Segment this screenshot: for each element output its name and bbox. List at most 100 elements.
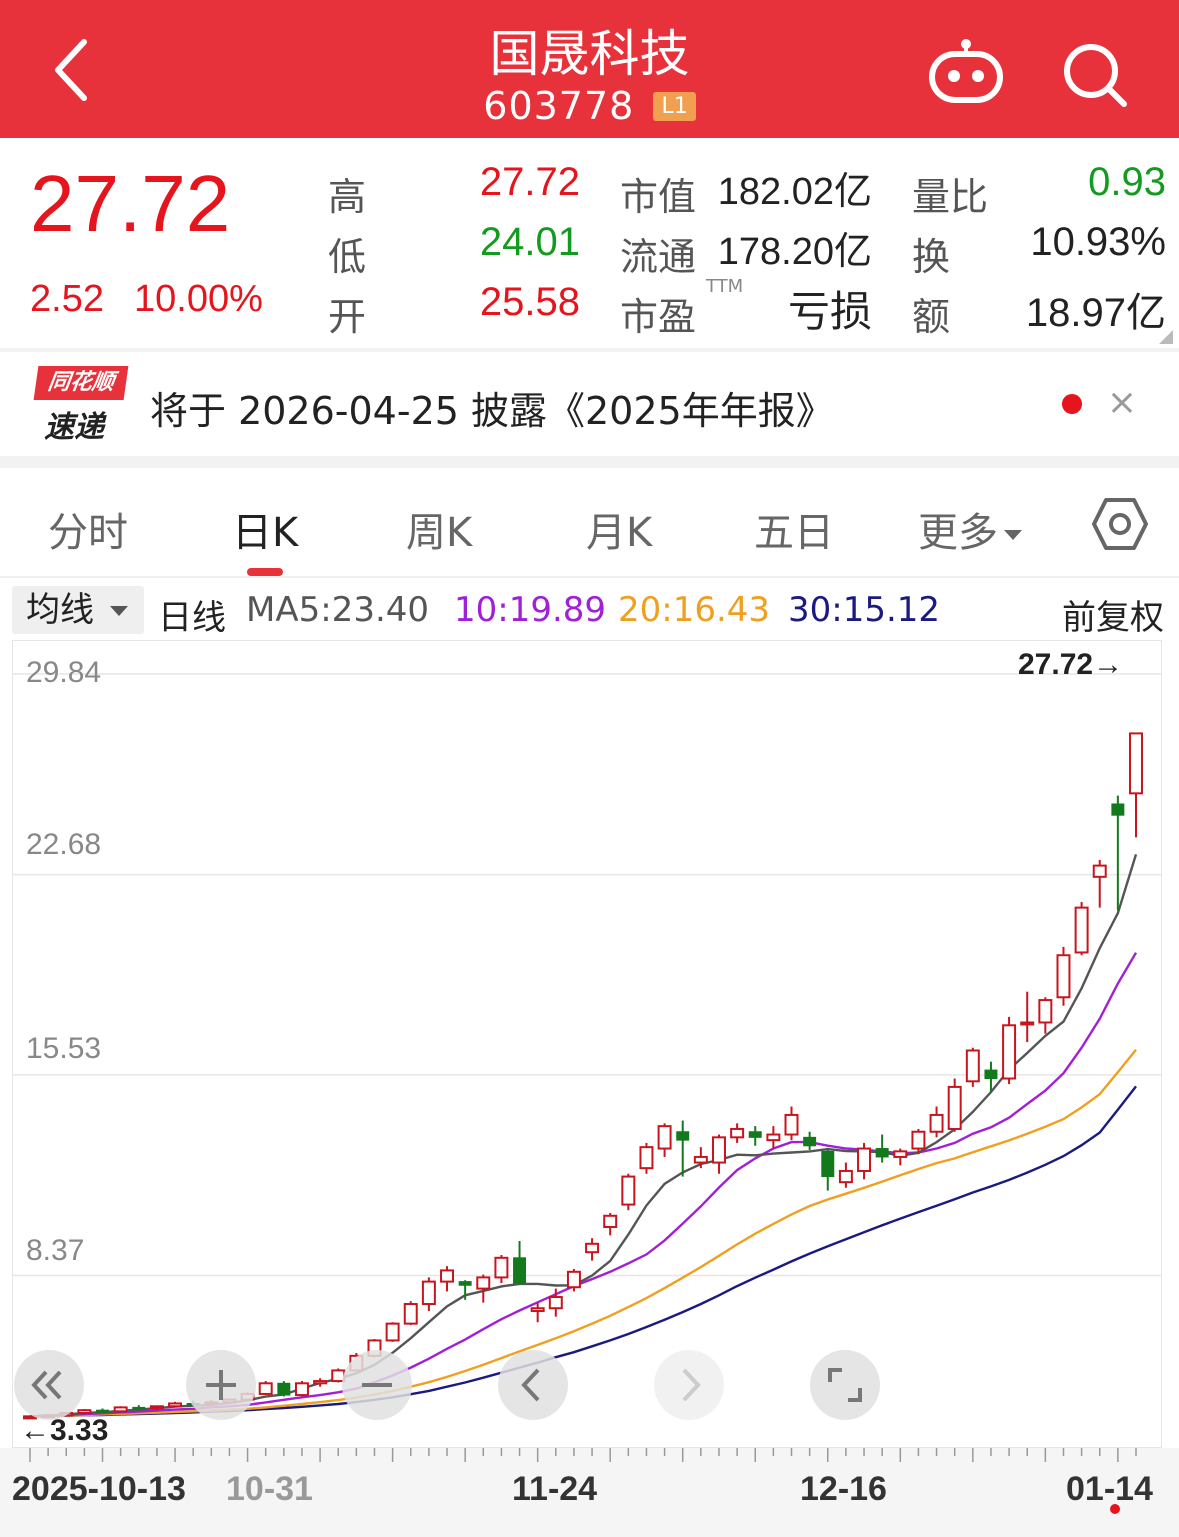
candle-body-down <box>96 1409 110 1413</box>
candle-body-up <box>77 1409 92 1414</box>
candle-body-down <box>875 1148 889 1158</box>
open-value: 25.58 <box>479 280 580 324</box>
zoom-out-button[interactable] <box>342 1350 412 1420</box>
candle-body-down <box>513 1257 527 1284</box>
candle-body-down <box>1111 803 1125 816</box>
divider <box>0 456 1179 468</box>
candle-body-up <box>585 1242 600 1254</box>
zoom-in-icon <box>206 1370 236 1400</box>
fullscreen-icon <box>828 1368 862 1402</box>
indicator-select[interactable]: 均线 <box>12 586 144 634</box>
candle-body-up <box>947 1085 962 1130</box>
candle-body-up <box>313 1380 328 1385</box>
candle-body-down <box>277 1382 291 1396</box>
settings-hexagon-icon[interactable] <box>1092 496 1148 552</box>
header-bar: 国晟科技 603778 L1 <box>0 0 1179 138</box>
unread-dot <box>1062 394 1082 414</box>
candle-body-up <box>1092 864 1107 878</box>
low-value: 24.01 <box>479 220 580 264</box>
dropdown-arrow-icon <box>110 606 128 616</box>
expand-corner-icon[interactable] <box>1159 330 1173 344</box>
close-icon[interactable]: × <box>1106 382 1138 423</box>
next-icon <box>682 1368 701 1402</box>
notice-banner[interactable]: 同花顺 速递 将于 2026-04-25 披露《2025年年报》 <box>0 352 1179 456</box>
candle-body-down <box>821 1150 835 1178</box>
candle-body-down <box>803 1136 817 1147</box>
candle-body-up <box>258 1382 273 1395</box>
tab-more-label: 更多 <box>918 510 998 556</box>
candle-body-up <box>730 1127 745 1139</box>
candle-body-up <box>113 1406 128 1413</box>
candle-body-down <box>676 1131 690 1141</box>
last-price-marker: 27.72→ <box>1018 648 1124 681</box>
tab-five-day[interactable]: 五日 <box>754 510 834 556</box>
stock-code-row: 603778 L1 <box>0 84 1179 128</box>
candle-body-up <box>476 1276 491 1290</box>
candle-body-down <box>748 1131 762 1138</box>
tab-intraday[interactable]: 分时 <box>48 510 128 556</box>
ma10-legend: 10:19.89 <box>454 590 607 630</box>
next-button[interactable] <box>654 1350 724 1420</box>
active-tab-indicator <box>247 568 283 576</box>
candle-body-up <box>1002 1024 1017 1080</box>
turnover-label: 换 <box>912 235 951 279</box>
tab-daily-k[interactable]: 日K <box>232 510 299 556</box>
last-price: 27.72 <box>30 159 231 248</box>
quote-panel: 27.72 2.52 10.00% 高 低 开 27.72 24.01 25.5… <box>0 138 1179 350</box>
ma5-legend: MA5:23.40 <box>246 590 430 630</box>
float-label: 流通 <box>620 235 697 279</box>
divider <box>0 348 1179 352</box>
min-price-marker: ←3.33 <box>20 1414 109 1447</box>
tab-monthly-k[interactable]: 月K <box>586 510 653 556</box>
candle-body-up <box>1129 732 1143 795</box>
ma20-legend: 20:16.43 <box>618 590 771 630</box>
candle-body-up <box>530 1307 545 1313</box>
previous-button[interactable] <box>498 1350 568 1420</box>
candle-body-up <box>857 1147 872 1172</box>
tab-more[interactable]: 更多 <box>918 500 1022 558</box>
candle-body-up <box>911 1130 926 1150</box>
candle-body-up <box>712 1136 726 1164</box>
amount-label: 额 <box>912 295 951 339</box>
candle-body-up <box>838 1169 853 1184</box>
high-value: 27.72 <box>479 160 580 204</box>
candle-body-down <box>132 1406 146 1410</box>
candle-body-up <box>603 1214 618 1228</box>
pe-ttm-superscript: TTM <box>706 276 744 297</box>
candlestick-chart[interactable] <box>12 640 1162 1448</box>
robot-assistant-icon[interactable] <box>928 38 1004 104</box>
price-change-pct: 10.00% <box>134 278 263 320</box>
price-change: 2.52 <box>30 278 104 320</box>
volratio-label: 量比 <box>912 175 989 219</box>
candle-body-up <box>1038 999 1053 1024</box>
y-tick-label: 8.37 <box>26 1234 85 1267</box>
x-axis-ticks <box>29 1448 1137 1462</box>
chart-frame <box>12 640 1162 1448</box>
candle-body-up <box>639 1146 654 1170</box>
candle-body-down <box>458 1281 472 1286</box>
candle-body-up <box>784 1113 799 1136</box>
candle-body-up <box>1020 1021 1035 1026</box>
pe-label: 市盈 <box>620 295 697 339</box>
candle-body-up <box>929 1113 944 1133</box>
stock-name: 国晟科技 <box>489 25 690 83</box>
zoom-in-button[interactable] <box>186 1350 256 1420</box>
candle-body-up <box>566 1270 581 1289</box>
candle-body-up <box>421 1280 436 1306</box>
search-icon[interactable] <box>1060 40 1130 110</box>
zoom-out-icon <box>362 1383 392 1387</box>
tab-weekly-k[interactable]: 周K <box>406 510 473 556</box>
low-label: 低 <box>328 235 367 279</box>
y-tick-label: 15.53 <box>26 1032 102 1065</box>
fullscreen-button[interactable] <box>810 1350 880 1420</box>
notice-text: 将于 2026-04-25 披露《2025年年报》 <box>150 389 834 433</box>
tonghuashun-express-logo: 同花顺 速递 <box>33 366 129 445</box>
candle-body-up <box>385 1322 400 1342</box>
candle-body-up <box>149 1405 164 1410</box>
prev-icon <box>521 1368 540 1402</box>
back-arrow-icon[interactable] <box>40 30 110 110</box>
x-tick-label: 10-31 <box>226 1470 313 1508</box>
x-tick-label: 2025-10-13 <box>12 1470 186 1508</box>
rewind-button[interactable] <box>14 1350 84 1420</box>
adjust-mode[interactable]: 前复权 <box>1062 598 1164 638</box>
